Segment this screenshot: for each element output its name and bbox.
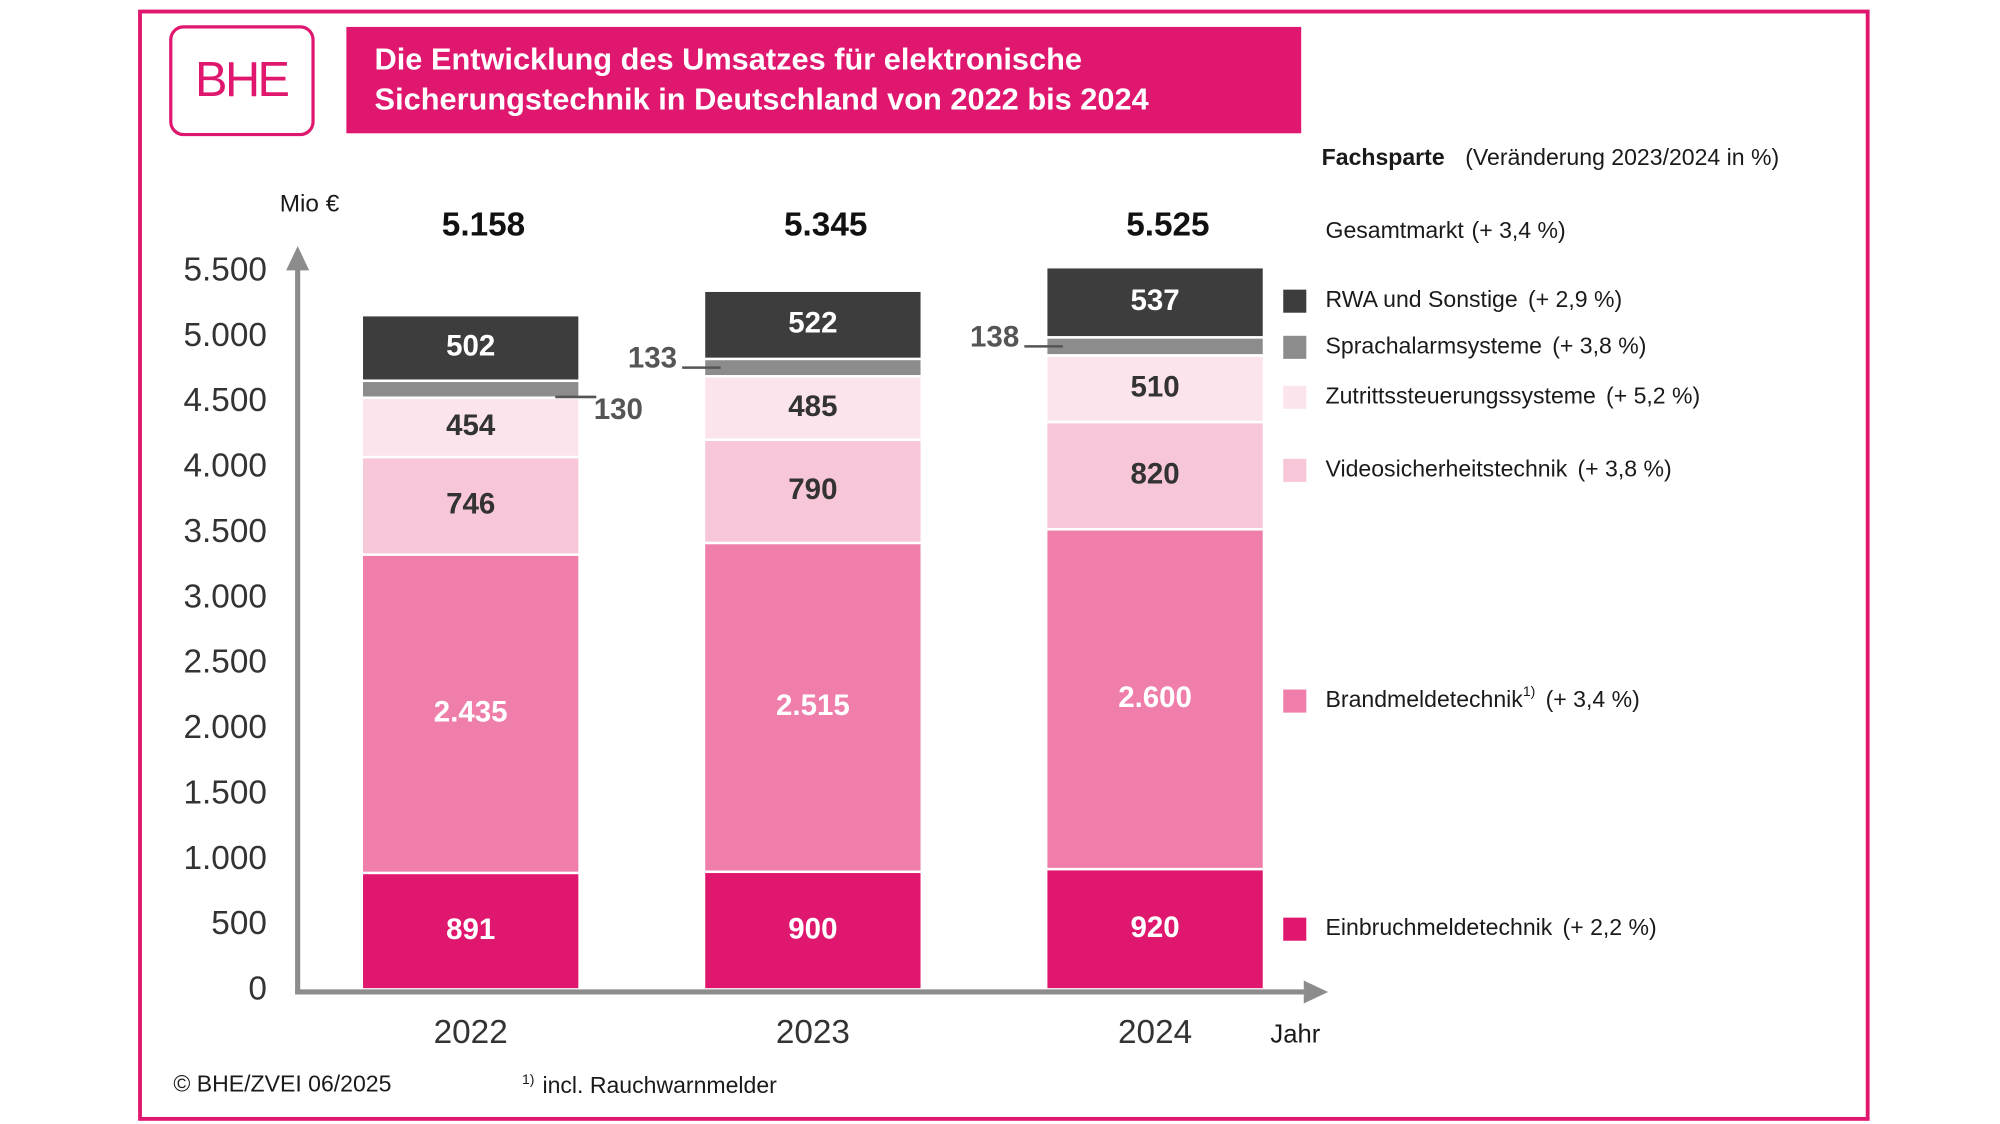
bar-segment <box>363 555 579 872</box>
bar-segment <box>1047 870 1263 989</box>
legend-subtitle: (Veränderung 2023/2024 in %) <box>1465 144 1779 170</box>
bar-segment <box>363 458 579 554</box>
data-label: 746 <box>446 488 495 521</box>
chart-title: Sicherungstechnik in Deutschland von 202… <box>375 81 1149 116</box>
data-label: 2.600 <box>1118 681 1192 714</box>
legend-name: Brandmeldetechnik <box>1326 686 1524 712</box>
y-axis-arrow <box>286 246 310 271</box>
frame <box>138 9 1870 1121</box>
y-tick-label: 500 <box>211 905 267 942</box>
y-tick-label: 2.000 <box>184 709 267 746</box>
legend-entry: Zutrittssteuerungssysteme (+ 5,2 %) <box>1326 382 1701 408</box>
title-box <box>346 26 1302 134</box>
data-label: 2.435 <box>434 696 508 729</box>
legend-total-name: Gesamtmarkt <box>1326 217 1465 243</box>
legend-entry: Videosicherheitstechnik (+ 3,8 %) <box>1326 455 1672 481</box>
legend-swatch <box>1283 689 1307 713</box>
y-tick-label: 2.500 <box>184 644 267 681</box>
x-axis-arrow <box>1303 980 1329 1004</box>
data-label: 522 <box>788 307 837 340</box>
data-label: 485 <box>788 390 837 423</box>
legend-swatch <box>1283 335 1307 359</box>
legend-name: Videosicherheitstechnik <box>1326 455 1568 481</box>
x-tick-label: 2022 <box>434 1014 508 1051</box>
legend-name: Zutrittssteuerungssysteme <box>1326 382 1596 408</box>
legend-title: Fachsparte <box>1322 144 1445 170</box>
bar-segment <box>705 377 921 439</box>
data-label: 130 <box>594 393 643 426</box>
legend-swatch <box>1283 917 1307 941</box>
footnote-mark: 1) <box>522 1071 535 1087</box>
y-tick-label: 0 <box>248 971 267 1008</box>
x-axis-label: Jahr <box>1270 1020 1320 1048</box>
bar-segment <box>363 382 579 397</box>
legend-change: (+ 3,4 %) <box>1546 686 1640 712</box>
legend-total: Gesamtmarkt (+ 3,4 %) <box>1326 217 1566 243</box>
bar-segment <box>363 399 579 456</box>
source: © BHE/ZVEI 06/2025 <box>173 1071 391 1097</box>
chart-title: Die Entwicklung des Umsatzes für elektro… <box>375 42 1082 77</box>
bar-segment <box>1047 268 1263 337</box>
legend-swatch <box>1283 458 1307 482</box>
data-label: 454 <box>446 409 496 442</box>
legend-swatch <box>1283 385 1307 409</box>
bar-segment <box>1047 423 1263 528</box>
legend-footnote: 1) <box>1523 683 1536 699</box>
legend-entry: Einbruchmeldetechnik (+ 2,2 %) <box>1326 914 1657 940</box>
y-axis-label: Mio € <box>280 191 340 218</box>
bar-segment <box>705 360 921 376</box>
legend-name: Sprachalarmsysteme <box>1326 332 1542 358</box>
legend-entry: Sprachalarmsysteme (+ 3,8 %) <box>1326 332 1647 358</box>
legend-name: Einbruchmeldetechnik <box>1326 914 1553 940</box>
data-label: 537 <box>1130 284 1179 317</box>
y-tick-label: 3.000 <box>184 578 267 615</box>
y-tick-label: 1.500 <box>184 774 267 811</box>
data-label: 820 <box>1130 457 1179 490</box>
logo: BHE <box>195 53 289 107</box>
legend-change: (+ 3,8 %) <box>1552 332 1646 358</box>
data-label: 502 <box>446 330 495 363</box>
footnote: incl. Rauchwarnmelder <box>542 1072 777 1098</box>
y-tick-label: 4.000 <box>184 448 267 485</box>
total-label: 5.158 <box>442 207 525 244</box>
data-label: 133 <box>628 342 677 375</box>
x-tick-label: 2024 <box>1118 1014 1192 1051</box>
data-label: 891 <box>446 913 495 946</box>
bar-segment <box>705 544 921 871</box>
bar-segment <box>363 874 579 989</box>
legend-entry: Brandmeldetechnik1) (+ 3,4 %) <box>1326 683 1640 712</box>
data-label: 510 <box>1130 371 1179 404</box>
total-label: 5.525 <box>1126 207 1209 244</box>
y-tick-label: 5.500 <box>184 252 267 289</box>
bar-segment <box>705 441 921 542</box>
data-label: 900 <box>788 912 837 945</box>
y-tick-label: 3.500 <box>184 513 267 550</box>
bar-segment <box>1047 530 1263 868</box>
y-tick-label: 4.500 <box>184 382 267 419</box>
x-tick-label: 2023 <box>776 1014 850 1051</box>
bar-segment <box>1047 356 1263 421</box>
bar-segment <box>705 873 921 989</box>
bar-segment <box>363 316 579 380</box>
data-label: 790 <box>788 473 837 506</box>
legend-change: (+ 5,2 %) <box>1606 382 1700 408</box>
legend-total-change: (+ 3,4 %) <box>1472 217 1566 243</box>
logo-box <box>169 25 315 137</box>
data-label: 138 <box>970 320 1019 353</box>
legend-swatch <box>1283 289 1307 313</box>
y-tick-label: 1.000 <box>184 840 267 877</box>
y-tick-label: 5.000 <box>184 317 267 354</box>
legend-name: RWA und Sonstige <box>1326 286 1518 312</box>
total-label: 5.345 <box>784 207 867 244</box>
legend-change: (+ 2,2 %) <box>1563 914 1657 940</box>
legend-entry: RWA und Sonstige (+ 2,9 %) <box>1326 286 1623 312</box>
data-label: 920 <box>1130 911 1179 944</box>
legend-change: (+ 3,8 %) <box>1578 455 1672 481</box>
bar-segment <box>1047 338 1263 355</box>
legend-change: (+ 2,9 %) <box>1528 286 1622 312</box>
data-label: 2.515 <box>776 689 850 722</box>
bar-segment <box>705 291 921 358</box>
